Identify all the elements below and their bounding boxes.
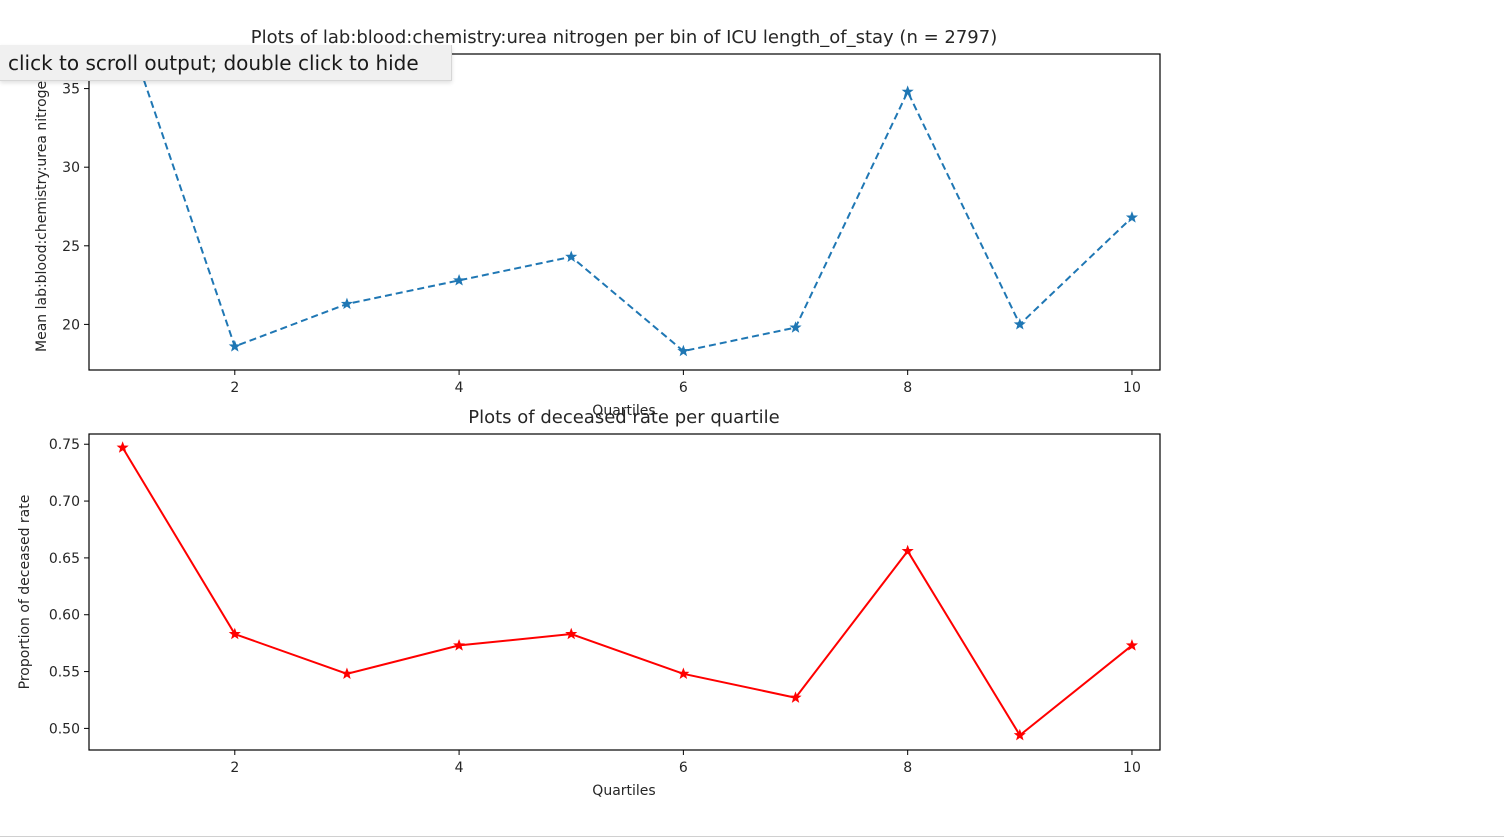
deceased-point-2 [228,627,241,640]
urea-x-tick-label: 2 [230,380,239,396]
deceased-y-tick-label: 0.55 [49,665,80,681]
urea-x-tick-label: 10 [1123,380,1141,396]
deceased-point-7 [789,691,802,703]
deceased-x-tick-label: 6 [679,760,688,776]
deceased-point-3 [340,667,353,679]
urea-point-4 [453,274,466,286]
urea-series-markers [117,12,1139,357]
deceased-x-tick-label: 10 [1123,760,1141,776]
deceased-y-ticks: 0.50 0.55 0.60 0.65 0.70 0.75 [49,437,89,737]
urea-y-ticks: 20 25 30 35 [62,82,89,333]
deceased-y-tick-label: 0.75 [49,437,80,453]
deceased-x-tick-label: 4 [455,760,464,776]
deceased-point-10 [1125,639,1139,651]
deceased-series-line [121,447,1133,737]
deceased-axes-frame [88,433,1161,751]
deceased-y-tick-label: 0.50 [49,721,80,737]
urea-x-axis-label: Quartiles [592,403,655,419]
urea-point-9 [1013,318,1026,330]
urea-point-7 [789,321,802,333]
urea-x-tick-label: 8 [903,380,912,396]
urea-point-8 [901,85,914,97]
deceased-x-tick-label: 8 [903,760,912,776]
deceased-y-tick-label: 0.60 [49,608,80,624]
deceased-x-axis-label: Quartiles [592,783,655,799]
urea-point-2 [228,340,241,352]
deceased-point-8 [901,544,914,557]
urea-point-3 [340,297,353,310]
deceased-x-ticks: 2 4 6 8 10 [230,750,1141,776]
urea-chart-title: Plots of lab:blood:chemistry:urea nitrog… [251,27,997,48]
deceased-x-tick-label: 2 [230,760,239,776]
urea-point-10 [1125,211,1139,223]
urea-nitrogen-subplot: 2 4 6 8 10 20 25 30 35 Plots of lab:blood:chemi… [34,12,1161,419]
urea-y-tick-label: 30 [62,160,80,176]
output-divider [0,836,1504,837]
urea-y-axis-label: Mean lab:blood:chemistry:urea nitrogen [34,72,50,352]
urea-y-tick-label: 20 [62,317,80,333]
deceased-point-1 [116,441,129,453]
deceased-rate-subplot: 2 4 6 8 10 0.50 0.55 0.60 0.65 0.70 0.75 Plots of… [17,407,1161,799]
deceased-y-axis-label: Proportion of deceased rate [17,495,33,690]
urea-point-1 [117,12,127,22]
urea-point-6 [677,344,690,357]
deceased-point-9 [1013,728,1026,741]
deceased-y-tick-label: 0.70 [49,494,80,510]
urea-y-tick-label: 25 [62,239,80,255]
deceased-point-5 [565,627,578,640]
urea-x-tick-label: 6 [679,380,688,396]
deceased-plot-area [89,434,1160,750]
urea-plot-area [89,54,1160,370]
urea-series-line [133,54,1133,353]
deceased-y-tick-label: 0.65 [49,551,80,567]
urea-x-ticks: 2 4 6 8 10 [230,370,1141,396]
deceased-point-4 [453,639,466,651]
urea-axes-frame [88,53,1161,371]
deceased-chart-title: Plots of deceased rate per quartile [468,407,780,428]
deceased-series-markers [116,441,1139,741]
urea-x-tick-label: 4 [455,380,464,396]
deceased-point-6 [677,667,690,679]
output-scroll-tooltip[interactable]: click to scroll output; double click to … [0,45,452,81]
urea-y-tick-label: 35 [62,82,80,98]
urea-point-5 [565,250,578,262]
